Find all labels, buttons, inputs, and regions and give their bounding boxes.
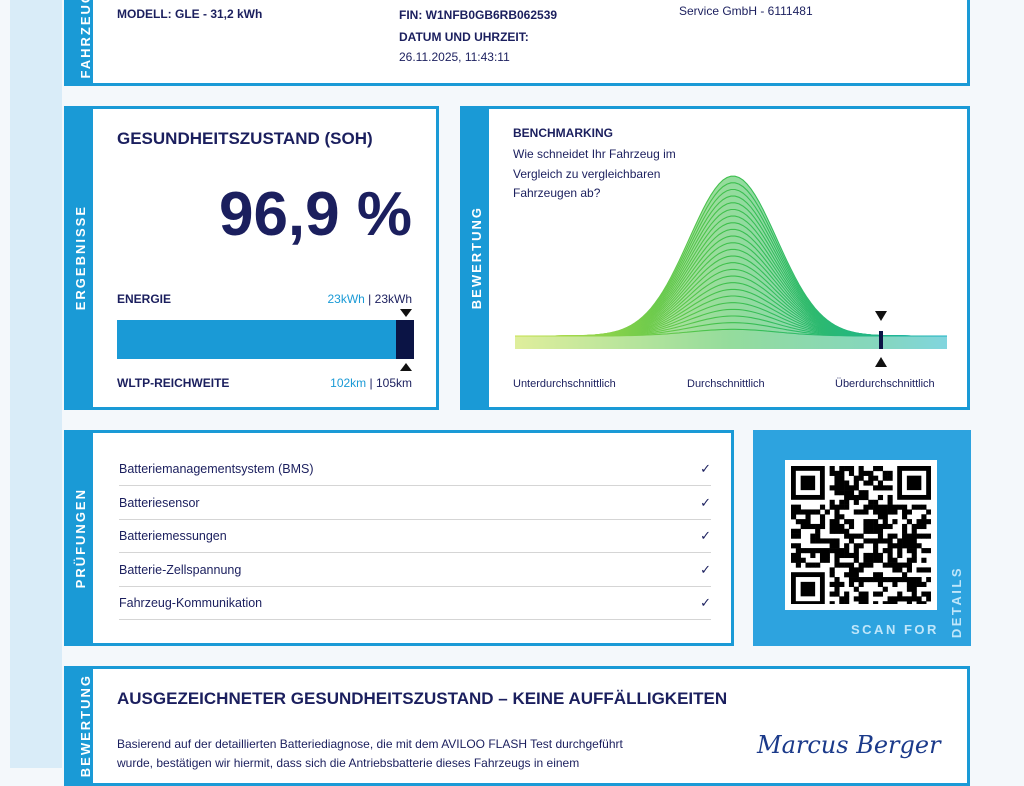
qr-caption: SCAN FOR (851, 622, 939, 637)
energy-label: ENERGIE (117, 292, 172, 306)
check-label: Batteriemessungen (119, 529, 227, 543)
check-label: Batteriemanagementsystem (BMS) (119, 462, 314, 476)
model: MODELL: GLE - 31,2 kWh (117, 7, 263, 21)
curve-line (515, 175, 947, 337)
summary-text-2: wurde, bestätigen wir hiermit, dass sich… (117, 756, 580, 770)
range-values: 102km | 105km (330, 376, 412, 390)
label-below: Unterdurchschnittlich (513, 378, 616, 390)
range-nominal: 105km (375, 376, 412, 390)
fin: FIN: W1NFB0GB6RB062539 (399, 8, 558, 22)
qr-code[interactable] (785, 460, 937, 610)
benchmark-question: Wie schneidet Ihr Fahrzeug im Vergleich … (513, 147, 676, 200)
qr-code-image (791, 466, 932, 607)
left-decor-strip (10, 0, 62, 768)
position-marker-down-icon (875, 311, 887, 321)
soh-bar (117, 320, 414, 359)
energy-values: 23kWh | 23kWh (327, 292, 412, 306)
summary-card: BEWERTUNG AUSGEZEICHNETER GESUNDHEITSZUS… (64, 666, 970, 786)
check-label: Fahrzeug-Kommunikation (119, 596, 263, 610)
summary-side-label: BEWERTUNG (67, 669, 93, 783)
signature-text: Marcus Berger (757, 731, 941, 759)
summary-title: AUSGEZEICHNETER GESUNDHEITSZUSTAND – KEI… (117, 689, 728, 708)
position-marker-up-icon (875, 357, 887, 367)
check-row: Batterie-Zellspannung ✓ (119, 554, 711, 587)
vehicle-card: FAHRZEUG MODELL: GLE - 31,2 kWh FIN: W1N… (64, 0, 970, 86)
qr-card[interactable]: SCAN FOR DETAILS (753, 430, 971, 646)
check-icon: ✓ (700, 528, 711, 543)
check-label: Batterie-Zellspannung (119, 562, 242, 577)
check-row: Batteriesensor ✓ (119, 487, 711, 520)
benchmark-title: BENCHMARKING (513, 126, 613, 140)
energy-current: 23kWh (327, 292, 365, 306)
date-label: DATUM UND UHRZEIT: (399, 30, 529, 44)
check-icon: ✓ (700, 494, 711, 510)
soh-title: GESUNDHEITSZUSTAND (SOH) (117, 129, 373, 148)
check-icon: ✓ (700, 595, 711, 610)
check-row: Batteriemessungen ✓ (119, 520, 711, 553)
check-icon: ✓ (700, 561, 711, 577)
sep: | (366, 376, 376, 390)
label-average: Durchschnittlich (687, 378, 765, 390)
check-icon: ✓ (700, 461, 711, 476)
date-value: 26.11.2025, 11:43:11 (399, 50, 510, 64)
checks-side-label: PRÜFUNGEN (67, 433, 93, 643)
rating-side-label: BEWERTUNG (463, 109, 489, 407)
energy-nominal: 23kWh (374, 292, 412, 306)
position-marker (879, 331, 883, 349)
soh-card: ERGEBNISSE GESUNDHEITSZUSTAND (SOH) 96,9… (64, 106, 439, 410)
checks-card: PRÜFUNGEN Batteriemanagementsystem (BMS)… (64, 430, 734, 646)
marker-down-icon (400, 309, 412, 317)
signature: Marcus Berger (757, 731, 941, 759)
benchmark-curve (515, 175, 947, 367)
marker-up-icon (400, 363, 412, 371)
range-current: 102km (330, 376, 367, 390)
label-above: Überdurchschnittlich (835, 378, 935, 390)
range-label: WLTP-REICHWEITE (117, 376, 230, 390)
soh-value: 96,9 % (218, 180, 412, 249)
qr-caption-vertical: DETAILS (949, 566, 964, 639)
results-side-label: ERGEBNISSE (67, 109, 93, 407)
soh-bar-fill (117, 320, 397, 359)
benchmark-card: BEWERTUNG BENCHMARKING Wie schneidet Ihr… (460, 106, 970, 410)
service: Service GmbH - 6111481 (679, 4, 813, 18)
check-label: Batteriesensor (119, 495, 200, 510)
sep: | (364, 292, 375, 306)
summary-text-1: Basierend auf der detaillierten Batterie… (117, 737, 623, 751)
check-row: Fahrzeug-Kommunikation ✓ (119, 587, 711, 620)
vehicle-side-label: FAHRZEUG (67, 0, 93, 83)
check-row: Batteriemanagementsystem (BMS) ✓ (119, 453, 711, 486)
